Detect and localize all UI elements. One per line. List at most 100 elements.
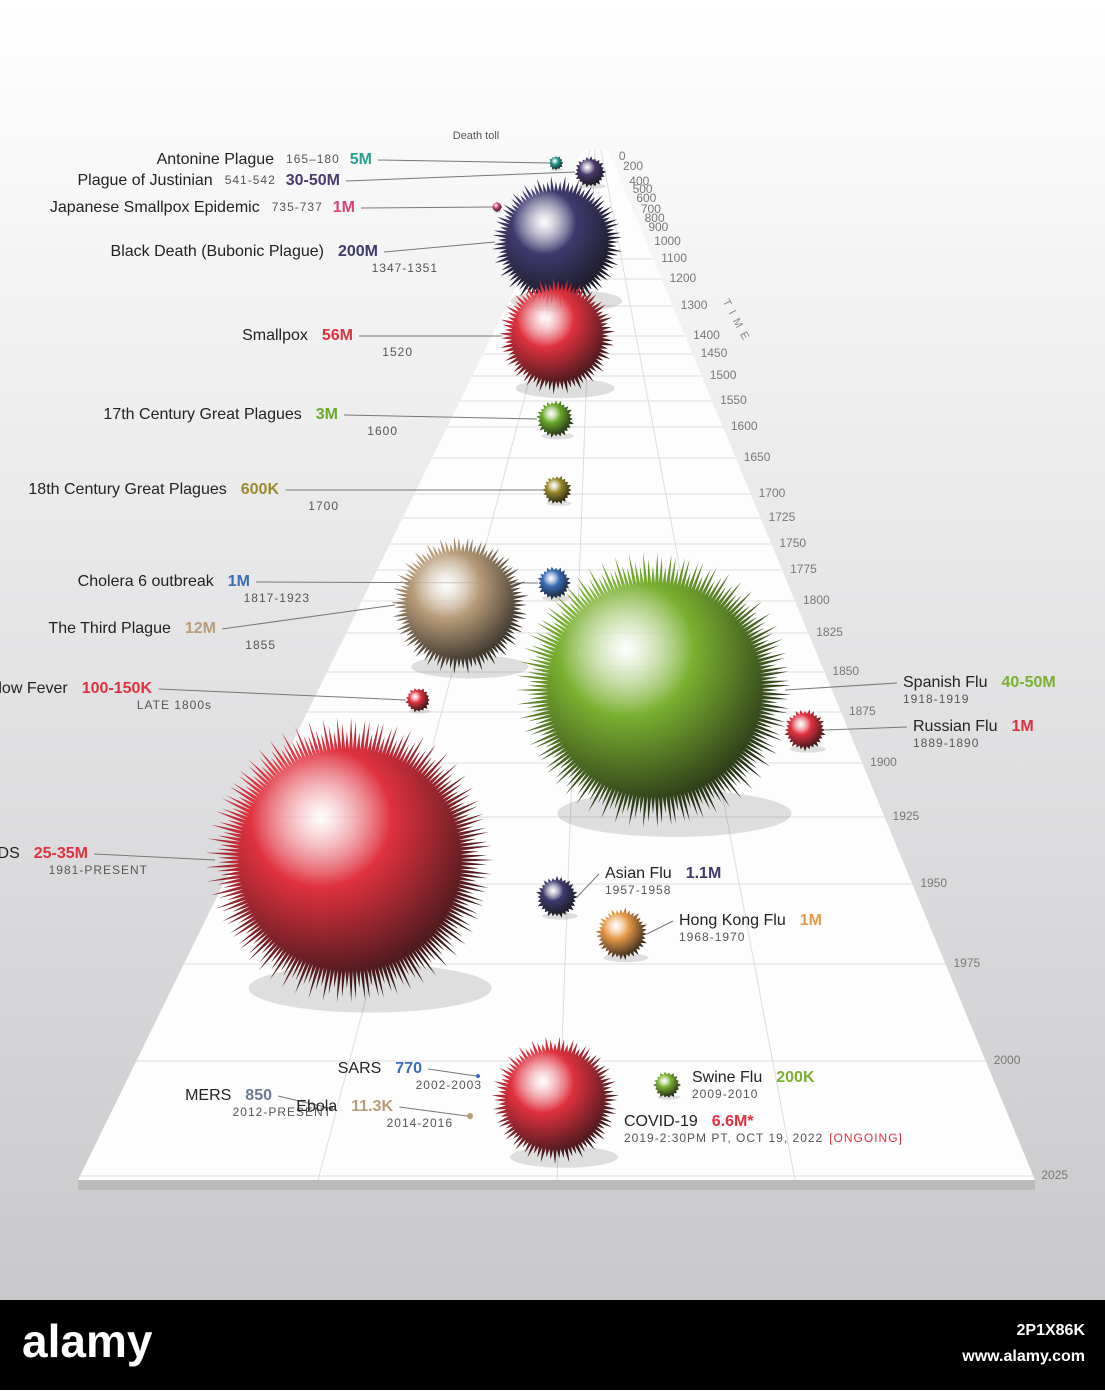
pandemic-name: SARS [338, 1060, 382, 1077]
timeline-label: 1825 [816, 625, 843, 639]
pandemic-years: 2019-2:30PM PT, OCT 19, 2022 [ONGOING] [624, 1131, 903, 1145]
pandemic-label: Antonine Plague 165–180 5M [157, 151, 372, 168]
timeline-label: 1650 [744, 450, 771, 464]
pandemic-years: 2009-2010 [692, 1087, 758, 1101]
bubble [653, 1071, 681, 1098]
leader-line [399, 1106, 468, 1117]
leader-line [221, 604, 396, 630]
bubble-shadow [542, 912, 578, 920]
pandemic-name: HIV/AIDS [0, 845, 20, 862]
pandemic-name: MERS [185, 1087, 231, 1104]
bubble-shadow [515, 378, 615, 399]
pandemic-years: 2012-PRESENT [233, 1105, 332, 1119]
bubble-shadow [411, 655, 529, 679]
pandemic-name: The Third Plague [48, 620, 171, 637]
bubble [549, 156, 564, 170]
death-toll: 6.6M* [712, 1113, 755, 1130]
death-toll: 1M [800, 912, 822, 929]
timeline-label: 1000 [654, 234, 681, 248]
bubble-shadow [550, 168, 564, 171]
pandemic-years: 1700 [308, 499, 339, 513]
timeline-label: 1550 [720, 393, 747, 407]
bubble [537, 566, 572, 600]
death-toll: 850 [245, 1087, 272, 1104]
death-toll: 56M [322, 327, 353, 344]
timeline-label: 800 [645, 211, 665, 225]
timeline-label: 1800 [803, 593, 830, 607]
timeline-label: 1850 [832, 664, 859, 678]
timeline-label: 1700 [759, 486, 786, 500]
bubble [498, 277, 616, 395]
timeline-label: 1775 [790, 562, 817, 576]
timeline-label: 1300 [681, 298, 708, 312]
pandemic-name: Swine Flu [692, 1069, 762, 1086]
death-toll: 100-150K [82, 680, 153, 697]
timeline-label: 0 [619, 149, 626, 163]
pandemic-years: 1817-1923 [244, 591, 310, 605]
bubble [492, 175, 623, 308]
pandemic-years: 1968-1970 [679, 930, 745, 944]
timeline-label: 1950 [920, 876, 947, 890]
pandemic-label: Swine Flu 200K [692, 1069, 815, 1086]
leader-line [345, 171, 576, 182]
pandemic-years: 1981-PRESENT [49, 863, 148, 877]
bubble-shadow [248, 963, 492, 1013]
timeline-label: 1450 [701, 346, 728, 360]
pandemic-label: Asian Flu 1.1M [605, 865, 721, 882]
timeline-label: 2000 [994, 1053, 1021, 1067]
pandemic-years: 735-737 [272, 200, 323, 214]
pandemic-name: Spanish Flu [903, 674, 988, 691]
pandemic-label: The Third Plague 12M [48, 620, 216, 637]
footer-bar [0, 1300, 1105, 1390]
image-id: 2P1X86K [1017, 1322, 1086, 1339]
pandemic-name: Japanese Smallpox Epidemic [50, 199, 260, 216]
pandemic-years: LATE 1800s [137, 698, 212, 712]
pandemic-label: Ebola 11.3K [296, 1098, 393, 1115]
leader-line [428, 1068, 477, 1077]
pandemic-label: 18th Century Great Plagues 600K [28, 481, 279, 498]
pandemic-name: Antonine Plague [157, 151, 275, 168]
bubble [574, 156, 606, 188]
bubble [542, 475, 572, 504]
pandemic-years: 1918-1919 [903, 692, 969, 706]
timeline-label: 200 [623, 159, 643, 173]
footer-url: www.alamy.com [961, 1348, 1085, 1365]
pandemic-label: SARS 770 [338, 1060, 422, 1077]
leader-line [343, 414, 538, 420]
bubble [491, 1036, 619, 1165]
timeline-label: 1600 [731, 419, 758, 433]
pandemic-years: 165–180 [286, 152, 340, 166]
timeline-label: 900 [648, 220, 668, 234]
bubble [476, 1074, 480, 1078]
pandemic-name: Ebola [296, 1098, 337, 1115]
pandemic-label: Spanish Flu 40-50M [903, 674, 1056, 691]
pandemic-label: 17th Century Great Plagues 3M [103, 406, 338, 423]
timeline-label: 1750 [779, 536, 806, 550]
bubble [784, 709, 826, 752]
pandemic-name: Cholera 6 outbreak [78, 573, 215, 590]
leader-line [784, 682, 898, 691]
timeline-label: 1975 [953, 956, 980, 970]
pandemic-years: 2002-2003 [416, 1078, 482, 1092]
death-toll: 1M [333, 199, 355, 216]
pandemic-label: Japanese Smallpox Epidemic 735-737 1M [50, 199, 355, 216]
leader-line [383, 241, 496, 253]
pandemic-label: Plague of Justinian 541-542 30-50M [78, 172, 341, 189]
death-toll: 11.3K [351, 1098, 393, 1115]
pandemic-years: 1855 [245, 638, 276, 652]
leader-line [360, 206, 493, 209]
death-toll: 200M [338, 243, 378, 260]
bubble [515, 552, 792, 828]
pandemic-years: 1600 [367, 424, 398, 438]
bubble-shadow [578, 183, 606, 189]
timeline-label: 700 [641, 202, 661, 216]
leader-line [824, 726, 908, 731]
pandemic-years: 1957-1958 [605, 883, 671, 897]
death-toll: 200K [776, 1069, 815, 1086]
bubble-shadow [493, 210, 503, 213]
death-toll: 3M [316, 406, 338, 423]
pandemic-years: 2014-2016 [387, 1116, 453, 1130]
pandemic-years: 1347-1351 [372, 261, 438, 275]
bubble-shadow [542, 595, 571, 602]
